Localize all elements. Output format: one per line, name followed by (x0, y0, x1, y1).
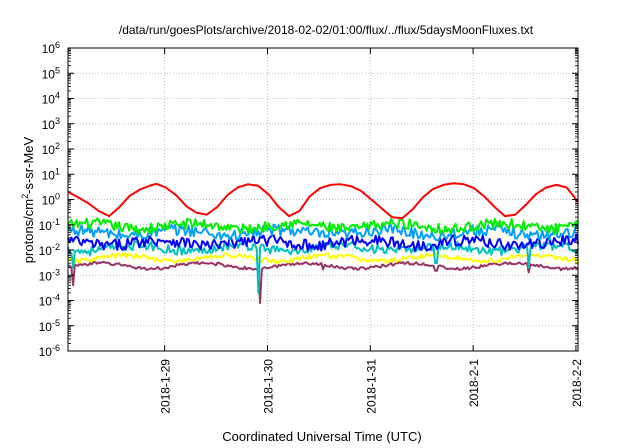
y-tick-exponent: 1 (55, 166, 60, 176)
y-tick-label: 10-4 (39, 293, 60, 309)
y-tick-label: 10-5 (39, 318, 60, 334)
x-tick-label: 2018-2-1 (467, 359, 481, 407)
series-line-1 (67, 217, 579, 236)
y-tick-base: 10 (39, 244, 53, 258)
y-axis-title-sup: 2 (20, 194, 30, 199)
y-axis-title: protons/cm2-s-sr-MeV (20, 136, 36, 263)
y-tick-exponent: 0 (55, 192, 60, 202)
y-tick-label: 105 (42, 65, 60, 81)
y-tick-exponent: 3 (55, 116, 60, 126)
y-tick-base: 10 (39, 269, 53, 283)
series-line-6 (67, 260, 579, 304)
y-tick-label: 103 (42, 116, 60, 132)
y-tick-base: 10 (42, 118, 56, 132)
x-tick-label: 2018-1-31 (364, 359, 378, 414)
y-tick-base: 10 (39, 320, 53, 334)
series-line-0 (67, 182, 579, 220)
y-tick-base: 10 (42, 42, 56, 56)
y-tick-label: 10-3 (39, 267, 60, 283)
y-tick-base: 10 (42, 143, 56, 157)
y-tick-exponent: -5 (52, 318, 60, 328)
series-line-5 (67, 252, 579, 265)
y-tick-exponent: 5 (55, 65, 60, 75)
y-tick-base: 10 (42, 67, 56, 81)
y-tick-exponent: 6 (55, 40, 60, 50)
y-tick-base: 10 (39, 219, 53, 233)
y-tick-label: 10-1 (39, 217, 60, 233)
y-tick-exponent: 4 (55, 91, 60, 101)
y-tick-base: 10 (39, 295, 53, 309)
chart-title: /data/run/goesPlots/archive/2018-02-02/0… (119, 23, 534, 37)
series-line-3 (67, 233, 579, 252)
y-tick-label: 100 (42, 192, 60, 208)
y-tick-exponent: 2 (55, 141, 60, 151)
series-lines (67, 182, 579, 304)
x-axis-ticks: 2018-1-29 2018-1-30 2018-1-31 2018-2-1 2018-… (159, 48, 584, 414)
y-tick-label: 102 (42, 141, 60, 157)
y-tick-label: 106 (42, 40, 60, 56)
y-tick-exponent: -1 (52, 217, 60, 227)
x-tick-label: 2018-1-29 (159, 359, 173, 414)
y-tick-exponent: -6 (52, 343, 60, 353)
x-tick-label: 2018-2-2 (570, 359, 584, 407)
y-axis-ticks: 10-610-510-410-310-210-11001011021031041… (39, 40, 578, 359)
y-tick-label: 10-6 (39, 343, 60, 359)
y-tick-base: 10 (42, 194, 56, 208)
y-tick-label: 101 (42, 166, 60, 182)
grid (68, 48, 578, 351)
y-axis-title-main: protons/cm (21, 199, 36, 263)
y-tick-exponent: -2 (52, 242, 60, 252)
y-tick-base: 10 (42, 168, 56, 182)
y-tick-label: 10-2 (39, 242, 60, 258)
y-tick-exponent: -3 (52, 267, 60, 277)
y-tick-base: 10 (42, 93, 56, 107)
x-axis-title: Coordinated Universal Time (UTC) (222, 429, 421, 444)
x-tick-label: 2018-1-30 (261, 359, 275, 414)
y-tick-base: 10 (39, 345, 53, 359)
y-tick-exponent: -4 (52, 293, 60, 303)
y-axis-title-tail: -s-sr-MeV (21, 136, 36, 193)
y-tick-label: 104 (42, 91, 60, 107)
